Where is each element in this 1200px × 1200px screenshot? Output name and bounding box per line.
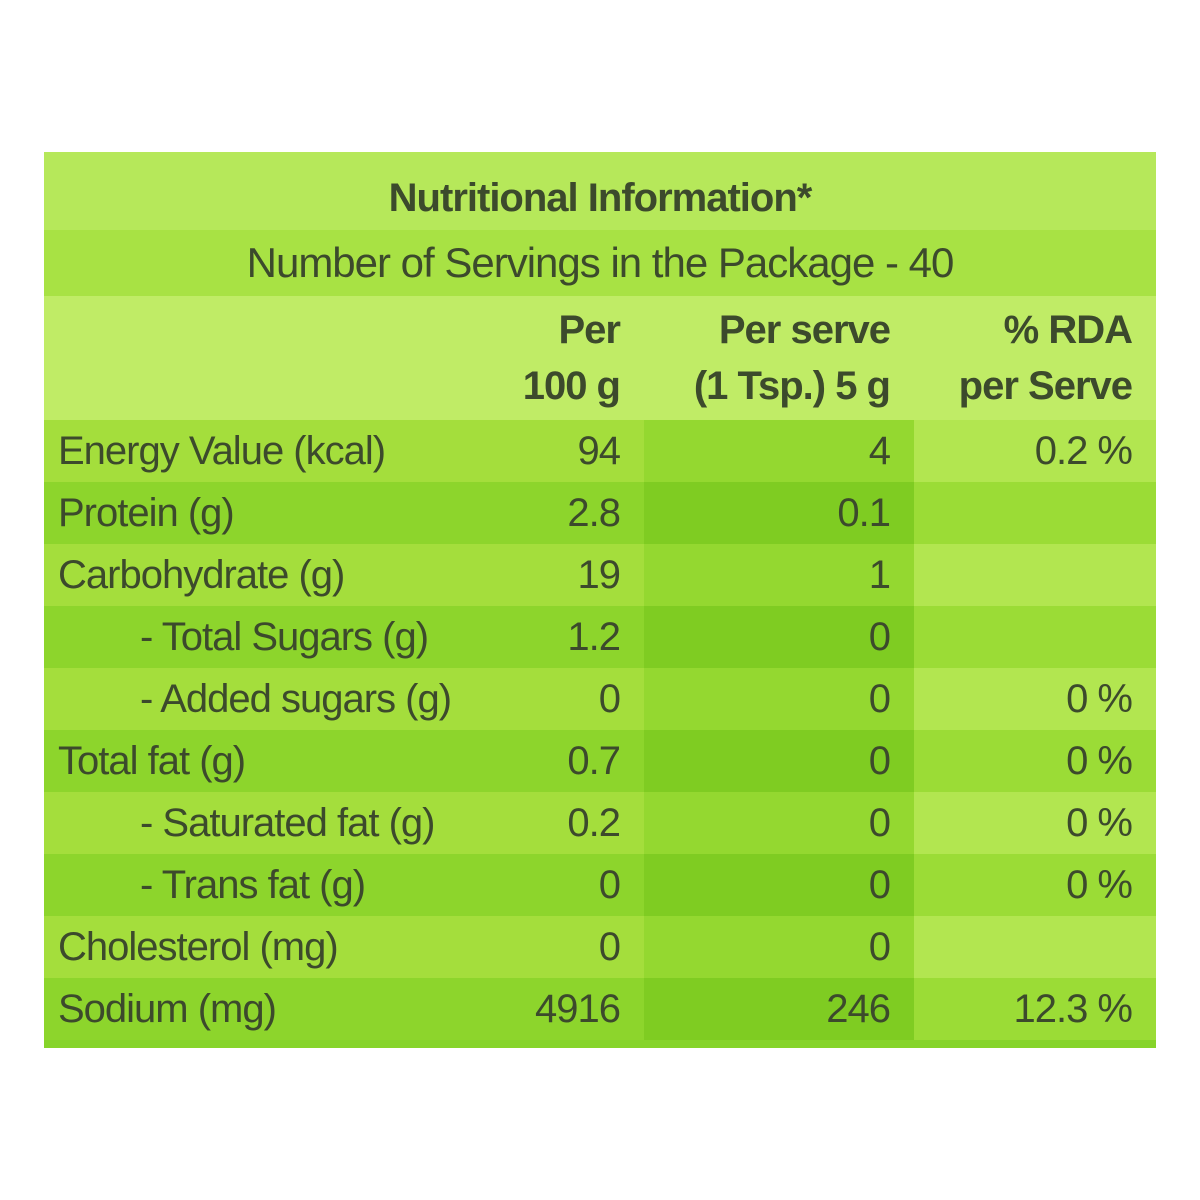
nutrient-label: Cholesterol (mg): [44, 916, 464, 978]
nutrient-value: 94: [464, 420, 644, 482]
header-cell: [44, 296, 464, 420]
table-row: Sodium (mg) 4916 246 12.3 %: [44, 978, 1156, 1040]
nutrient-value: 0.1: [644, 482, 914, 544]
nutrition-panel: Nutritional Information* Number of Servi…: [44, 152, 1156, 1048]
table-body: Energy Value (kcal) 94 4 0.2 % Protein (g) 2.…: [44, 420, 1156, 1040]
nutrient-value: 1: [644, 544, 914, 606]
header-line: % RDA: [1003, 308, 1133, 352]
table-row: - Added sugars (g) 0 0 0 %: [44, 668, 1156, 730]
nutrient-value: 246: [644, 978, 914, 1040]
table-row: Protein (g) 2.8 0.1: [44, 482, 1156, 544]
nutrient-label: - Added sugars (g): [44, 668, 464, 730]
subtitle: Number of Servings in the Package - 40: [44, 230, 1156, 296]
nutrient-value: [914, 606, 1156, 668]
nutrient-label: Total fat (g): [44, 730, 464, 792]
nutrient-value: 0: [464, 854, 644, 916]
header-cell: Per 100 g: [464, 296, 644, 420]
table-row: - Trans fat (g) 0 0 0 %: [44, 854, 1156, 916]
nutrient-value: 0.2: [464, 792, 644, 854]
nutrient-value: 2.8: [464, 482, 644, 544]
nutrient-value: 0: [644, 854, 914, 916]
nutrient-value: 4916: [464, 978, 644, 1040]
nutrient-value: 0: [644, 730, 914, 792]
nutrient-label: Carbohydrate (g): [44, 544, 464, 606]
nutrient-label: Energy Value (kcal): [44, 420, 464, 482]
nutrient-value: [914, 482, 1156, 544]
nutrition-table: Per 100 g Per serve (1 Tsp.) 5 g % RDA per Se…: [44, 296, 1156, 1040]
header-line: Per serve: [718, 308, 891, 352]
nutrient-value: 1.2: [464, 606, 644, 668]
nutrient-value: [914, 544, 1156, 606]
table-row: Cholesterol (mg) 0 0: [44, 916, 1156, 978]
nutrient-value: 0 %: [914, 854, 1156, 916]
nutrient-value: 0: [644, 606, 914, 668]
nutrient-value: [914, 916, 1156, 978]
nutrient-value: 0 %: [914, 730, 1156, 792]
nutrient-value: 0: [464, 668, 644, 730]
nutrient-value: 0: [644, 668, 914, 730]
nutrient-value: 0 %: [914, 668, 1156, 730]
nutrient-label: Protein (g): [44, 482, 464, 544]
nutrient-value: 19: [464, 544, 644, 606]
nutrient-value: 0.2 %: [914, 420, 1156, 482]
nutrient-label: - Saturated fat (g): [44, 792, 464, 854]
nutrient-label: Sodium (mg): [44, 978, 464, 1040]
table-row: Energy Value (kcal) 94 4 0.2 %: [44, 420, 1156, 482]
nutrient-value: 0: [464, 916, 644, 978]
header-row: Per 100 g Per serve (1 Tsp.) 5 g % RDA per Se…: [44, 296, 1156, 420]
nutrient-value: 4: [644, 420, 914, 482]
table-row: Total fat (g) 0.7 0 0 %: [44, 730, 1156, 792]
table-row: Carbohydrate (g) 19 1: [44, 544, 1156, 606]
nutrient-label: - Total Sugars (g): [44, 606, 464, 668]
nutrient-value: 0: [644, 916, 914, 978]
header-line: 100 g: [522, 364, 621, 408]
nutrient-label: - Trans fat (g): [44, 854, 464, 916]
nutrient-value: 0.7: [464, 730, 644, 792]
header-cell: % RDA per Serve: [914, 296, 1156, 420]
header-cell: Per serve (1 Tsp.) 5 g: [644, 296, 914, 420]
title: Nutritional Information*: [44, 152, 1156, 230]
nutrient-value: 12.3 %: [914, 978, 1156, 1040]
table-row: - Total Sugars (g) 1.2 0: [44, 606, 1156, 668]
header-line: (1 Tsp.) 5 g: [693, 364, 891, 408]
header-line: per Serve: [958, 364, 1133, 408]
nutrient-value: 0 %: [914, 792, 1156, 854]
table-row: - Saturated fat (g) 0.2 0 0 %: [44, 792, 1156, 854]
nutrient-value: 0: [644, 792, 914, 854]
header-line: Per: [558, 308, 622, 352]
